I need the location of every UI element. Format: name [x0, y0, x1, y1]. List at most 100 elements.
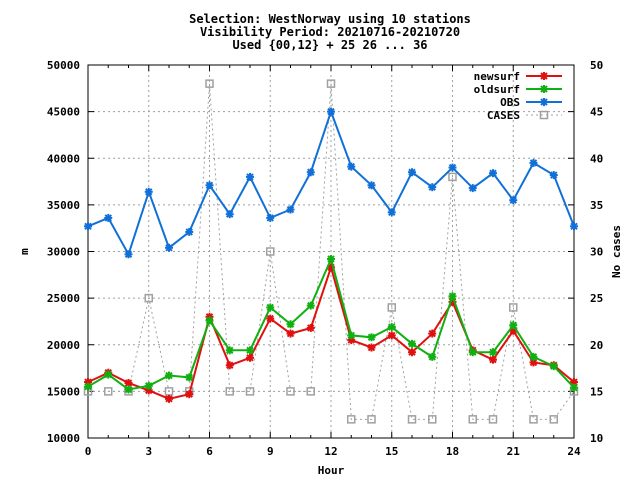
- y2-axis-label: No cases: [610, 225, 623, 278]
- marker-bar: [266, 214, 274, 222]
- data-point-cases: [347, 415, 356, 424]
- title-line: Selection: WestNorway using 10 stations: [189, 12, 471, 26]
- marker-bar: [226, 361, 234, 369]
- marker-bar: [367, 181, 376, 189]
- data-point-oldsurf: [387, 323, 396, 332]
- y2-tick-label: 30: [590, 246, 603, 259]
- marker-bar: [550, 171, 558, 179]
- marker-bar: [185, 390, 193, 398]
- marker-bar: [104, 214, 112, 222]
- marker-bar: [286, 329, 295, 338]
- data-point-obs: [428, 183, 437, 192]
- marker-bar: [408, 168, 416, 176]
- axes: 0 3 6 9 12 15 18 21 24 10000 15000 20000 25000 30000 3…: [18, 59, 623, 477]
- y2-tick-label: 15: [590, 385, 603, 398]
- marker-bar: [388, 208, 396, 217]
- data-point-oldsurf: [165, 371, 173, 380]
- data-point-newsurf: [185, 390, 194, 399]
- marker-bar: [286, 320, 295, 328]
- y2-tick-label: 50: [590, 59, 603, 72]
- marker-bar: [286, 205, 295, 214]
- marker-bar: [226, 210, 234, 218]
- series-line-obs: [87, 108, 575, 257]
- data-point-oldsurf: [144, 381, 153, 390]
- data-point-obs: [306, 168, 315, 177]
- x-tick-label: 6: [206, 445, 213, 458]
- marker-bar: [145, 382, 153, 390]
- marker-bar: [347, 331, 355, 340]
- data-point-newsurf: [529, 358, 538, 367]
- marker-bar: [570, 383, 578, 392]
- x-tick-label: 0: [85, 445, 92, 458]
- data-point-cases: [205, 79, 214, 88]
- marker-bar: [205, 181, 214, 189]
- x-tick-label: 15: [385, 445, 398, 458]
- title-line: Used {00,12} + 25 26 ... 36: [232, 38, 427, 52]
- marker-bar: [367, 343, 376, 352]
- marker-bar: [226, 346, 234, 355]
- data-point-cases: [104, 387, 113, 396]
- data-point-newsurf: [286, 329, 295, 338]
- marker-bar: [124, 385, 133, 394]
- y2-tick-label: 35: [590, 199, 603, 212]
- data-point-obs: [185, 227, 194, 236]
- marker-bar: [509, 321, 517, 329]
- marker-bar: [388, 323, 396, 331]
- series-layer: [83, 79, 579, 424]
- marker-bar: [529, 358, 538, 367]
- chart-title: Selection: WestNorway using 10 stationsV…: [189, 12, 471, 52]
- data-point-cases: [488, 415, 498, 424]
- legend-label: newsurf: [474, 70, 520, 83]
- data-point-oldsurf: [306, 301, 315, 310]
- y2-tick-label: 20: [590, 339, 603, 352]
- data-point-oldsurf: [84, 382, 92, 391]
- data-point-cases: [266, 247, 275, 256]
- y2-tick-label: 10: [590, 432, 603, 445]
- data-point-obs: [468, 184, 477, 193]
- marker-bar: [327, 255, 335, 263]
- data-point-newsurf: [387, 331, 396, 340]
- marker-bar: [388, 331, 396, 340]
- data-point-oldsurf: [408, 339, 416, 348]
- series-line-oldsurf: [87, 255, 575, 391]
- data-point-oldsurf: [246, 346, 254, 355]
- y-axis-label: m: [18, 248, 31, 255]
- marker-bar: [104, 370, 112, 379]
- data-point-obs: [104, 213, 113, 222]
- data-point-cases: [387, 303, 396, 312]
- marker-bar: [529, 353, 538, 361]
- marker-bar: [408, 340, 416, 348]
- data-point-cases: [509, 303, 518, 312]
- data-point-oldsurf: [529, 352, 538, 361]
- data-point-obs: [387, 208, 396, 217]
- marker-bar: [469, 348, 477, 356]
- series-oldsurf: [84, 254, 578, 394]
- marker-bar: [408, 348, 416, 356]
- data-point-newsurf: [306, 323, 315, 332]
- marker-bar: [246, 173, 254, 181]
- data-point-oldsurf: [570, 383, 578, 392]
- y2-tick-label: 45: [590, 106, 603, 119]
- y-tick-label: 45000: [47, 106, 80, 119]
- grid: [88, 65, 574, 438]
- data-point-oldsurf: [468, 348, 477, 357]
- marker-bar: [246, 346, 254, 355]
- x-tick-label: 12: [324, 445, 337, 458]
- data-point-obs: [165, 243, 173, 252]
- data-point-cases: [529, 415, 538, 424]
- marker-bar: [448, 163, 457, 172]
- data-point-obs: [124, 250, 133, 259]
- legend-marker: [540, 72, 548, 80]
- data-point-cases: [428, 415, 437, 424]
- marker-bar: [165, 395, 173, 403]
- y-tick-label: 15000: [47, 385, 80, 398]
- marker-bar: [469, 184, 477, 192]
- data-point-obs: [529, 158, 538, 167]
- legend-marker: [540, 85, 548, 93]
- data-point-obs: [205, 181, 214, 190]
- series-obs: [84, 107, 578, 259]
- marker-bar: [185, 373, 193, 382]
- x-tick-label: 21: [507, 445, 521, 458]
- y-tick-label: 20000: [47, 339, 80, 352]
